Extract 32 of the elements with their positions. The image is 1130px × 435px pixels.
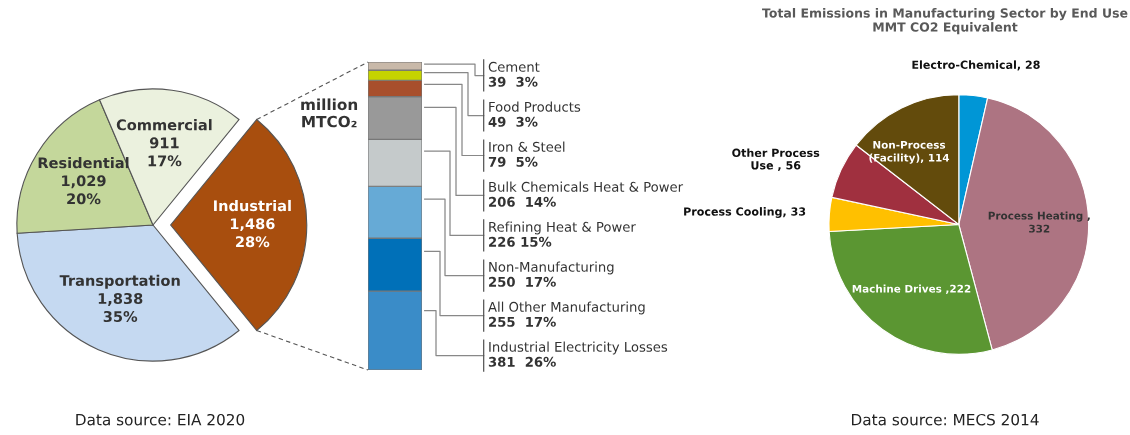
text: All Other Manufacturing (488, 301, 645, 315)
slice-label: Machine Drives ,222 (852, 284, 971, 294)
chart-title: Total Emissions in Manufacturing Sector by End Use MMT CO2 Equivalent (762, 8, 1128, 35)
data-label: 911 17% (148, 137, 182, 167)
source-note: Data source: EIA 2020 (76, 413, 245, 426)
text: Cement (488, 61, 540, 72)
text: Refining Heat & Power (489, 221, 636, 235)
text: Iron & Steel (489, 141, 565, 152)
slice-label: Other Process Use , 56 (732, 148, 820, 171)
slice-label: Transportation (59, 274, 180, 289)
data-label: 381 26% (488, 356, 556, 367)
data-label: 255 17% (489, 316, 556, 327)
text: Industrial Electricity Losses (489, 341, 668, 355)
data-label: 1,838 35% (98, 293, 143, 323)
data-label: 206 14% (489, 196, 556, 207)
y-axis-title: million MTCO₂ (301, 98, 358, 128)
slice-label: Electro-Chemical, 28 (912, 60, 1040, 71)
slice-label: Industrial (214, 199, 291, 212)
data-label: 49 3% (488, 116, 538, 127)
text: Food Products (489, 101, 581, 112)
slice-label: Process Cooling, 33 (684, 207, 806, 218)
slice-label: Commercial (116, 119, 212, 131)
data-label: 250 17% (489, 276, 556, 287)
data-label: 226 15% (489, 236, 552, 247)
source-note: Data source: MECS 2014 (852, 413, 1039, 426)
data-label: 39 3% (488, 76, 538, 87)
data-label: 79 5% (488, 156, 538, 167)
slice-label: Process Heating , 332 (988, 211, 1090, 233)
data-label: 1,029 20% (62, 175, 106, 205)
data-label: 1,486 28% (230, 218, 275, 248)
text: Bulk Chemicals Heat & Power (489, 181, 684, 192)
text: Non-Manufacturing (489, 261, 614, 275)
